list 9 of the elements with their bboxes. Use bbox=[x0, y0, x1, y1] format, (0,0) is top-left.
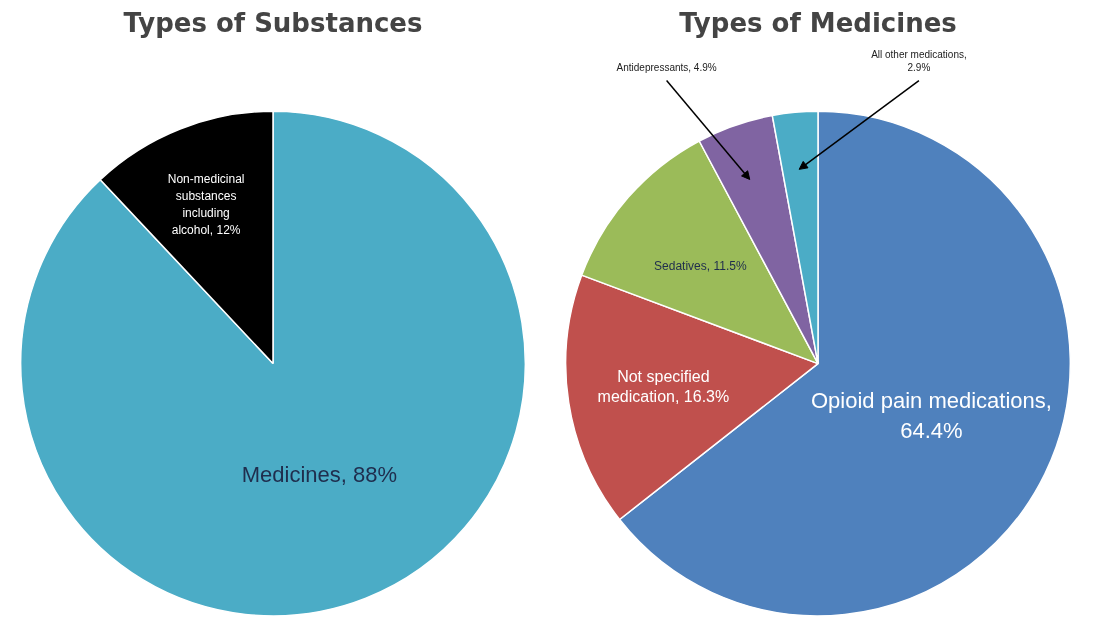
slice-label: Opioid pain medications, 64.4% bbox=[811, 388, 1052, 444]
slice-label: Sedatives, 11.5% bbox=[654, 259, 747, 274]
slice-label: All other medications, 2.9% bbox=[871, 49, 967, 74]
chart-title: Types of Substances bbox=[123, 7, 423, 38]
slice-label: Antidepressants, 4.9% bbox=[616, 62, 717, 74]
slice-label: Medicines, 88% bbox=[241, 461, 398, 487]
chart-title: Types of Medicines bbox=[679, 7, 957, 38]
slice-label: Non-medicinal substances including alcohol, 12% bbox=[167, 172, 245, 237]
slice-label: Not specified medication, 16.3% bbox=[597, 367, 730, 405]
